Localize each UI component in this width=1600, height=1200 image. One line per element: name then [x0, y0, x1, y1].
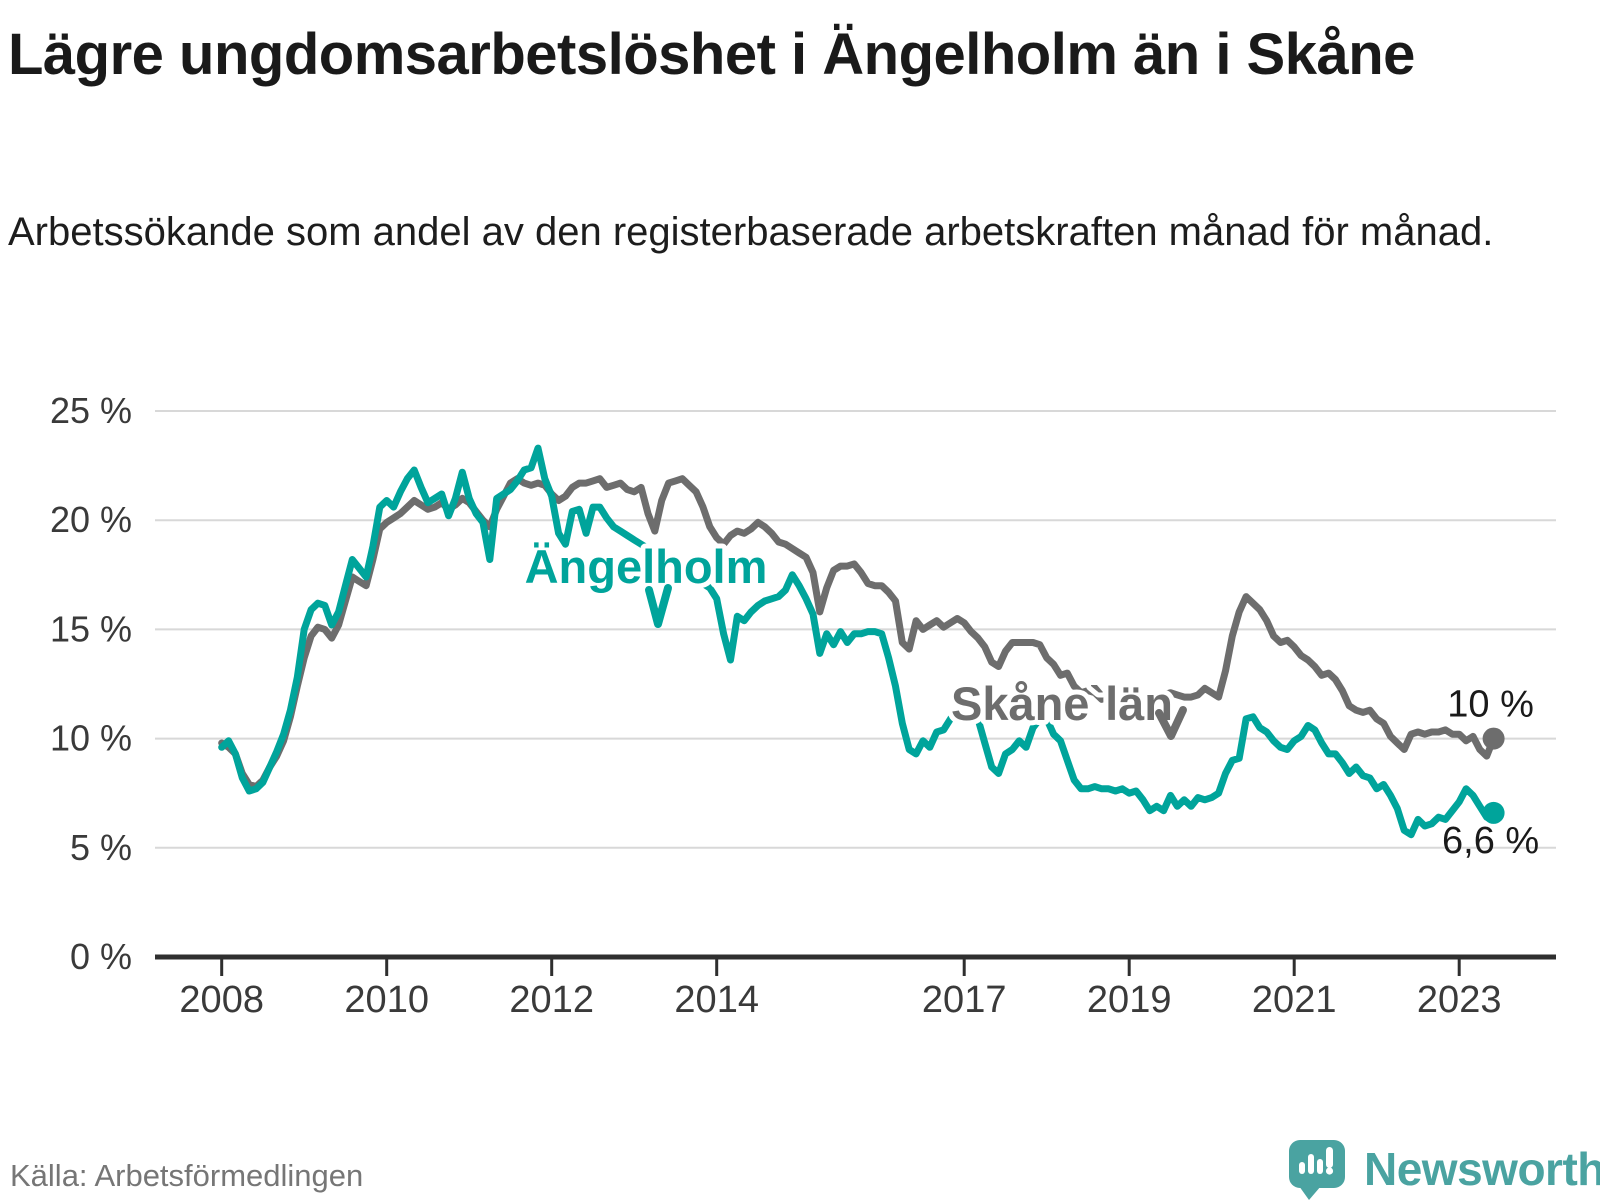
newsworthy-logo-text: Newsworthy — [1364, 1143, 1600, 1195]
x-axis-tick-label: 2019 — [1087, 979, 1172, 1021]
newsworthy-logo: Newsworthy — [1288, 1136, 1600, 1200]
series-label-arrow-icon — [1155, 706, 1187, 740]
series-line-angelholm — [218, 444, 1498, 839]
newsworthy-logo-icon — [1289, 1140, 1345, 1200]
series-label-skane-lan: Skåne`län — [951, 677, 1173, 730]
series-end-value-label: 6,6 % — [1442, 820, 1539, 862]
y-axis-tick-label: 5 % — [70, 827, 132, 868]
series-line-skane-lan — [218, 475, 1498, 791]
series-label-arrow-icon — [645, 584, 672, 628]
y-axis-tick-label: 25 % — [50, 390, 132, 431]
chart-title: Lägre ungdomsarbetslöshet i Ängelholm än… — [8, 22, 1415, 87]
y-axis-tick-label: 0 % — [70, 936, 132, 977]
series-label-angelholm: Ängelholm — [525, 540, 768, 593]
series-end-dot-skane-lan — [1482, 727, 1505, 750]
x-axis-tick-label: 2014 — [674, 979, 759, 1021]
x-axis-tick-label: 2008 — [179, 979, 264, 1021]
source-note: Källa: Arbetsförmedlingen — [10, 1158, 364, 1193]
y-axis-tick-label: 20 % — [50, 499, 132, 540]
x-axis-tick-label: 2023 — [1417, 979, 1502, 1021]
x-axis-tick-label: 2017 — [922, 979, 1007, 1021]
series-end-dot-angelholm — [1482, 801, 1505, 824]
x-axis-tick-label: 2012 — [509, 979, 594, 1021]
y-axis-tick-label: 15 % — [50, 608, 132, 649]
x-axis-tick-label: 2010 — [344, 979, 429, 1021]
x-axis-tick-label: 2021 — [1252, 979, 1337, 1021]
line-chart: 0 % 5 % 10 % 15 % 20 % 25 % 2008 2010 2012 2014 20… — [50, 390, 1556, 1021]
chart-subtitle: Arbetssökande som andel av den registerb… — [8, 210, 1494, 254]
y-axis-tick-label: 10 % — [50, 718, 132, 759]
series-end-value-label: 10 % — [1447, 684, 1534, 726]
